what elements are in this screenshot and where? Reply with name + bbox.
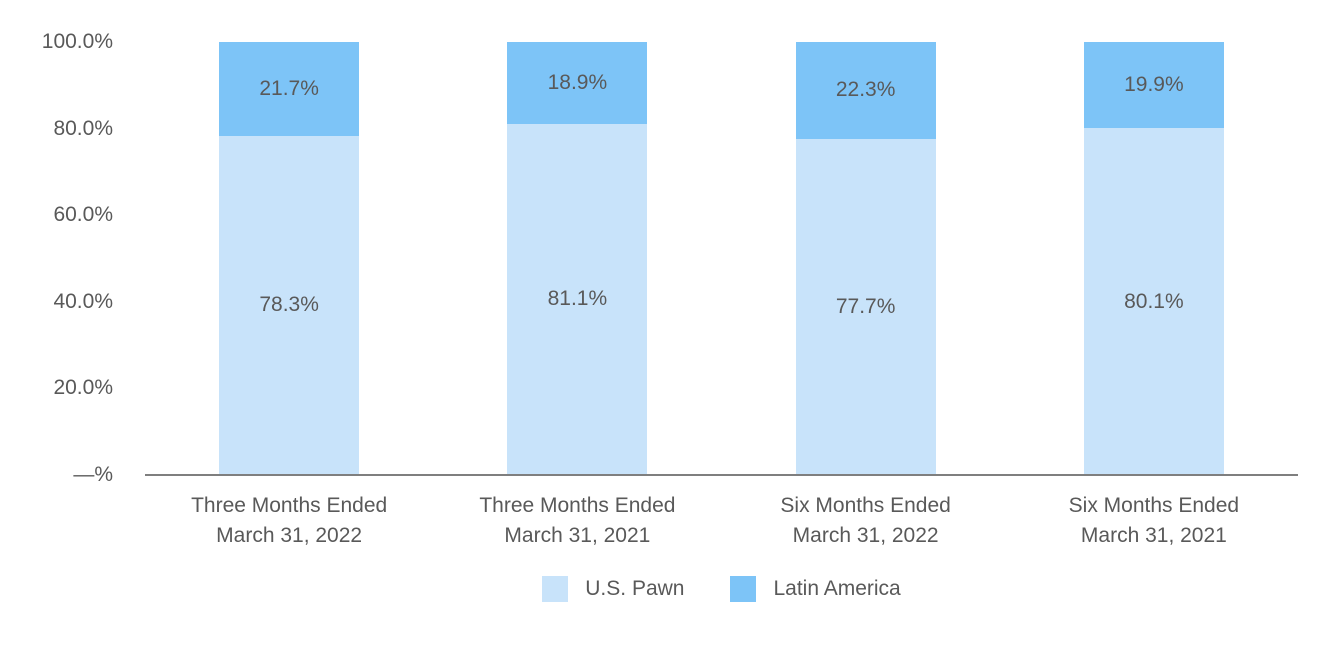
- category-label-line2: March 31, 2021: [1080, 524, 1227, 547]
- legend-item-latin-america: Latin America: [730, 576, 901, 602]
- x-axis-labels: Three Months Ended March 31, 2022 Three Mo…: [145, 491, 1298, 551]
- bar-segment-u-s-pawn: 77.7%: [795, 138, 936, 475]
- stacked-bar-3: 22.3% 77.7%: [795, 42, 936, 475]
- category-label-line2: March 31, 2021: [504, 524, 651, 547]
- category-label-line2: March 31, 2022: [216, 524, 363, 547]
- x-axis-line: [145, 474, 1298, 476]
- segment-value-label: 22.3%: [835, 78, 896, 102]
- legend-label: Latin America: [773, 577, 901, 600]
- category-label-line1: Six Months Ended: [1068, 494, 1240, 517]
- x-axis-category-label: Three Months Ended March 31, 2022: [145, 491, 433, 551]
- stacked-bar-4: 19.9% 80.1%: [1083, 42, 1224, 475]
- segment-value-label: 80.1%: [1124, 289, 1184, 313]
- bar-segment-u-s-pawn: 78.3%: [219, 135, 360, 475]
- bar-segment-latin-america: 18.9%: [507, 42, 648, 124]
- bar-segment-u-s-pawn: 81.1%: [507, 123, 648, 475]
- y-axis-tick-label: 80.0%: [53, 116, 113, 140]
- segment-value-label: 21.7%: [259, 76, 319, 100]
- bar-segment-latin-america: 19.9%: [1083, 42, 1224, 129]
- bars-area: 21.7% 78.3% 18.9% 81.1% 22.3% 77.7% 19.9% 80.1%: [145, 42, 1298, 475]
- stacked-bar-1: 21.7% 78.3%: [219, 42, 360, 475]
- legend-swatch-icon: [542, 576, 569, 602]
- bar-segment-u-s-pawn: 80.1%: [1083, 128, 1224, 475]
- y-axis-tick-label: 100.0%: [41, 30, 113, 53]
- legend: U.S. Pawn Latin America: [145, 576, 1298, 602]
- legend-label: U.S. Pawn: [585, 577, 685, 600]
- category-label-line1: Three Months Ended: [191, 494, 388, 517]
- segment-value-label: 18.9%: [547, 70, 608, 94]
- category-label-line1: Three Months Ended: [479, 494, 676, 517]
- stacked-bar-2: 18.9% 81.1%: [507, 42, 648, 475]
- segment-value-label: 19.9%: [1124, 73, 1184, 97]
- bar-slot: 18.9% 81.1%: [433, 42, 721, 475]
- segment-value-label: 77.7%: [835, 294, 896, 318]
- legend-swatch-icon: [730, 576, 757, 602]
- category-label-line2: March 31, 2022: [792, 524, 939, 547]
- x-axis-category-label: Six Months Ended March 31, 2021: [1010, 491, 1298, 551]
- bar-segment-latin-america: 22.3%: [795, 42, 936, 139]
- y-axis-tick-label: —%: [73, 463, 113, 486]
- segment-value-label: 78.3%: [259, 293, 319, 317]
- bar-slot: 19.9% 80.1%: [1010, 42, 1298, 475]
- y-axis-tick-label: 20.0%: [53, 376, 113, 400]
- segment-value-label: 81.1%: [547, 287, 608, 311]
- plot-area: 21.7% 78.3% 18.9% 81.1% 22.3% 77.7% 19.9% 80.1%: [145, 42, 1298, 476]
- bar-slot: 21.7% 78.3%: [145, 42, 433, 475]
- y-axis-tick-label: 60.0%: [53, 203, 113, 227]
- category-label-line1: Six Months Ended: [780, 494, 951, 517]
- legend-item-u-s-pawn: U.S. Pawn: [542, 576, 684, 602]
- x-axis-category-label: Three Months Ended March 31, 2021: [433, 491, 721, 551]
- y-axis-tick-label: 40.0%: [53, 289, 113, 313]
- x-axis-category-label: Six Months Ended March 31, 2022: [722, 491, 1010, 551]
- bar-slot: 22.3% 77.7%: [722, 42, 1010, 475]
- bar-segment-latin-america: 21.7%: [219, 42, 360, 136]
